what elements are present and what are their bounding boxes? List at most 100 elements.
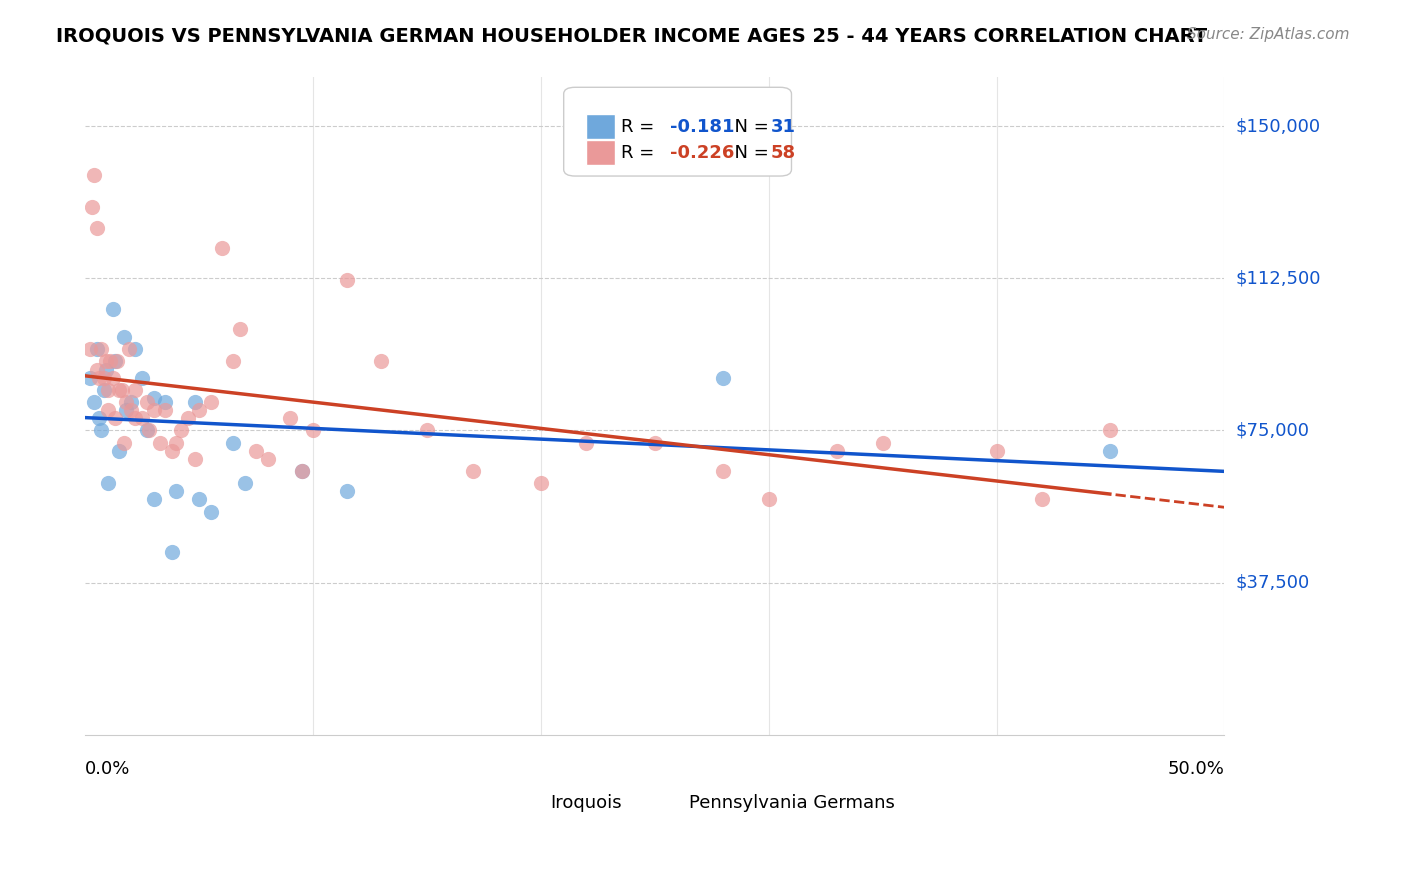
Point [211, 241, 233, 255]
Point [131, 370, 153, 384]
Point [83, 168, 105, 182]
Point [120, 395, 142, 409]
Point [98, 354, 121, 368]
Text: $112,500: $112,500 [1236, 269, 1322, 287]
Point [1031, 492, 1053, 507]
Point [124, 343, 146, 357]
Point [105, 354, 128, 368]
Point [90, 424, 112, 438]
Point [101, 301, 124, 316]
Point [200, 395, 222, 409]
Point [124, 383, 146, 397]
Point [256, 451, 278, 466]
Text: N =: N = [723, 118, 780, 136]
Point [222, 435, 245, 450]
Point [79, 370, 101, 384]
Text: -0.181: -0.181 [669, 118, 734, 136]
Point [86, 362, 108, 376]
Point [575, 435, 598, 450]
Point [117, 343, 139, 357]
Point [124, 411, 146, 425]
Point [115, 395, 138, 409]
Point [245, 443, 267, 458]
Point [149, 435, 172, 450]
Point [115, 403, 138, 417]
Point [183, 451, 205, 466]
Point [644, 435, 666, 450]
Text: 31: 31 [770, 118, 796, 136]
Point [135, 395, 157, 409]
Point [336, 484, 359, 499]
Point [111, 383, 134, 397]
Point [86, 343, 108, 357]
Text: N =: N = [723, 144, 780, 162]
Text: R =: R = [620, 118, 665, 136]
Point [177, 411, 200, 425]
Point [108, 383, 131, 397]
Point [278, 411, 301, 425]
Point [222, 354, 245, 368]
Point [112, 435, 135, 450]
Point [872, 435, 894, 450]
Point [416, 424, 439, 438]
Point [97, 383, 120, 397]
Point [370, 354, 392, 368]
Text: IROQUOIS VS PENNSYLVANIA GERMAN HOUSEHOLDER INCOME AGES 25 - 44 YEARS CORRELATIO: IROQUOIS VS PENNSYLVANIA GERMAN HOUSEHOL… [56, 27, 1208, 45]
Point [336, 273, 359, 287]
Point [711, 370, 734, 384]
Point [153, 395, 176, 409]
Point [200, 505, 222, 519]
Point [101, 370, 124, 384]
Point [108, 443, 131, 458]
Point [104, 354, 127, 368]
Point [142, 391, 165, 405]
Point [79, 343, 101, 357]
Point [131, 411, 153, 425]
FancyBboxPatch shape [728, 775, 758, 797]
Text: Iroquois: Iroquois [551, 794, 623, 812]
Point [87, 370, 110, 384]
Point [1099, 424, 1122, 438]
Point [142, 403, 165, 417]
Text: Source: ZipAtlas.com: Source: ZipAtlas.com [1187, 27, 1350, 42]
Point [90, 343, 112, 357]
Point [94, 362, 117, 376]
Point [986, 443, 1008, 458]
Point [93, 370, 115, 384]
FancyBboxPatch shape [586, 113, 614, 138]
Text: -0.226: -0.226 [669, 144, 734, 162]
Point [142, 492, 165, 507]
Point [165, 435, 187, 450]
Point [138, 424, 160, 438]
Point [82, 200, 104, 214]
Point [104, 411, 127, 425]
Text: 0.0%: 0.0% [86, 760, 131, 778]
Text: $37,500: $37,500 [1236, 574, 1310, 591]
Point [97, 403, 120, 417]
Text: 50.0%: 50.0% [1167, 760, 1225, 778]
Point [188, 403, 211, 417]
Text: R =: R = [620, 144, 665, 162]
FancyBboxPatch shape [586, 140, 614, 165]
FancyBboxPatch shape [564, 87, 792, 176]
Point [229, 322, 252, 336]
Point [86, 220, 108, 235]
Text: $75,000: $75,000 [1236, 421, 1310, 440]
Point [188, 492, 211, 507]
Point [165, 484, 187, 499]
Point [291, 464, 314, 478]
Point [160, 545, 183, 559]
Point [461, 464, 484, 478]
Point [530, 476, 553, 491]
Point [183, 395, 205, 409]
Point [302, 424, 325, 438]
Point [170, 424, 193, 438]
Point [233, 476, 256, 491]
Point [135, 424, 157, 438]
Point [825, 443, 848, 458]
Point [120, 403, 142, 417]
Text: $150,000: $150,000 [1236, 117, 1320, 135]
Point [291, 464, 314, 478]
Point [711, 464, 734, 478]
Point [160, 443, 183, 458]
